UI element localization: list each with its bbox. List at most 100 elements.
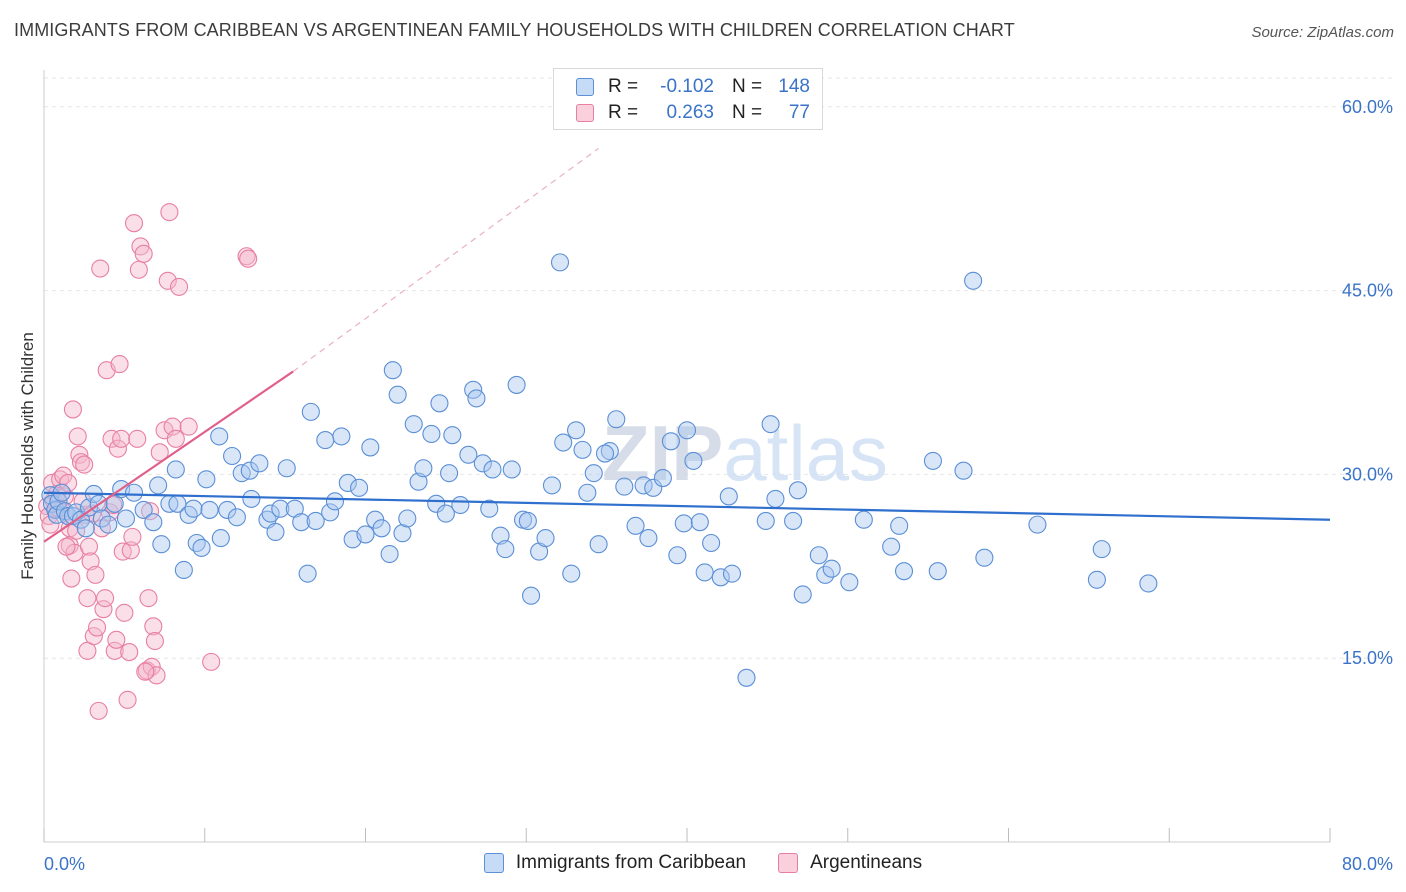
caribbean-point bbox=[166, 460, 185, 479]
caribbean-point bbox=[928, 562, 947, 581]
legend-item-caribbean[interactable]: Immigrants from Caribbean bbox=[483, 852, 746, 874]
legend-row-argentinean: R = 0.263 N = 77 bbox=[576, 101, 810, 125]
caribbean-point bbox=[784, 511, 803, 530]
legend-r-label: R = bbox=[608, 76, 639, 97]
caribbean-point bbox=[459, 445, 478, 464]
argentinean-point bbox=[112, 429, 131, 448]
argentinean-point bbox=[63, 400, 82, 419]
caribbean-point bbox=[184, 499, 203, 518]
caribbean-point bbox=[350, 478, 369, 497]
caribbean-point bbox=[756, 511, 775, 530]
argentinean-point bbox=[129, 260, 148, 279]
caribbean-point bbox=[674, 514, 693, 533]
caribbean-point bbox=[380, 544, 399, 564]
argentinean-point bbox=[120, 643, 139, 662]
legend-item-argentineans[interactable]: Argentineans bbox=[778, 852, 922, 874]
caribbean-point bbox=[554, 433, 573, 452]
caribbean-point bbox=[964, 271, 983, 290]
caribbean-point bbox=[301, 402, 320, 421]
caribbean-point bbox=[192, 538, 211, 557]
caribbean-point bbox=[626, 516, 645, 535]
caribbean-point bbox=[522, 586, 541, 605]
legend-r-value: -0.102 bbox=[660, 76, 714, 97]
series-immigrants-from-caribbean bbox=[41, 253, 1158, 687]
caribbean-point bbox=[436, 504, 455, 523]
caribbean-point bbox=[854, 510, 873, 529]
argentinean-point bbox=[158, 271, 177, 290]
y-axis-title: Family Households with Children bbox=[18, 332, 37, 580]
caribbean-point bbox=[1087, 570, 1106, 589]
argentinean-point bbox=[128, 429, 147, 448]
argentinean-point bbox=[202, 652, 221, 671]
argentinean-point bbox=[107, 630, 126, 649]
argentinean-point bbox=[136, 662, 155, 681]
caribbean-point bbox=[134, 500, 153, 519]
argentinean-point bbox=[179, 417, 198, 436]
argentinean-point bbox=[57, 537, 76, 556]
caribbean-point bbox=[954, 461, 973, 480]
argentinean-point bbox=[124, 214, 144, 233]
caribbean-point bbox=[491, 526, 510, 545]
caribbean-point bbox=[210, 427, 229, 446]
caribbean-point bbox=[149, 476, 168, 495]
caribbean-point bbox=[719, 487, 738, 506]
argentinean-trend-extension bbox=[292, 147, 599, 372]
caribbean-point bbox=[600, 442, 619, 461]
caribbean-point bbox=[578, 483, 597, 502]
tick-labels: 15.0% 30.0% 45.0% 60.0% 0.0% 80.0% bbox=[44, 97, 1393, 874]
argentinean-point bbox=[115, 603, 134, 622]
argentinean-point bbox=[75, 455, 94, 474]
caribbean-point bbox=[218, 500, 237, 519]
caribbean-point bbox=[451, 495, 470, 515]
y-tick-label: 45.0% bbox=[1342, 281, 1393, 301]
caribbean-point bbox=[684, 451, 703, 470]
argentinean-point bbox=[41, 515, 60, 534]
caribbean-point bbox=[292, 513, 311, 532]
legend-swatch-argentineans bbox=[778, 853, 799, 873]
caribbean-point bbox=[404, 415, 423, 434]
argentinean-point bbox=[91, 259, 110, 278]
caribbean-point bbox=[197, 470, 216, 489]
caribbean-point bbox=[223, 446, 242, 466]
caribbean-point bbox=[306, 511, 325, 530]
caribbean-point bbox=[261, 504, 280, 523]
caribbean-point bbox=[882, 537, 901, 556]
caribbean-point bbox=[542, 476, 562, 495]
argentinean-point bbox=[62, 569, 81, 588]
caribbean-point bbox=[116, 509, 136, 528]
caribbean-point bbox=[607, 410, 626, 429]
caribbean-point bbox=[200, 500, 219, 519]
caribbean-point bbox=[840, 573, 859, 592]
caribbean-point bbox=[1092, 540, 1111, 559]
caribbean-point bbox=[409, 472, 428, 491]
argentinean-point bbox=[150, 443, 169, 462]
caribbean-point bbox=[661, 432, 680, 451]
argentinean-point bbox=[78, 589, 97, 608]
chart-title: IMMIGRANTS FROM CARIBBEAN VS ARGENTINEAN… bbox=[14, 20, 1015, 40]
caribbean-point bbox=[443, 426, 462, 445]
caribbean-point bbox=[483, 460, 502, 479]
caribbean-point bbox=[144, 513, 163, 532]
caribbean-trend-line bbox=[43, 491, 1331, 521]
caribbean-point bbox=[668, 546, 687, 565]
caribbean-point bbox=[227, 508, 246, 527]
argentinean-point bbox=[139, 589, 158, 608]
argentinean-point bbox=[70, 445, 89, 464]
caribbean-point bbox=[124, 483, 144, 502]
argentinean-point bbox=[108, 439, 127, 458]
argentinean-point bbox=[160, 203, 179, 222]
caribbean-point bbox=[338, 473, 357, 493]
caribbean-point bbox=[923, 451, 942, 470]
caribbean-point bbox=[1139, 574, 1158, 593]
argentinean-point bbox=[169, 277, 189, 296]
argentinean-point bbox=[166, 429, 185, 448]
caribbean-point bbox=[316, 431, 335, 450]
caribbean-point bbox=[690, 513, 709, 532]
legend-n-label: N = bbox=[732, 76, 763, 97]
caribbean-point bbox=[473, 454, 492, 473]
legend-swatch-caribbean bbox=[483, 853, 504, 873]
trend-lines bbox=[43, 147, 1331, 543]
legend-n-value: 77 bbox=[788, 102, 810, 123]
caribbean-point bbox=[76, 519, 95, 538]
caribbean-point bbox=[737, 668, 756, 687]
